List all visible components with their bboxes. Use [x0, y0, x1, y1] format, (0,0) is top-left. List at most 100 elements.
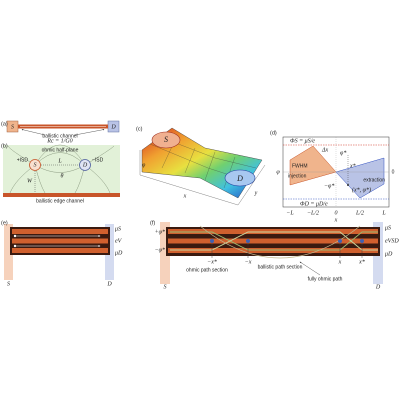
- panel-label: (b): [1, 143, 8, 149]
- panel-label: (f): [150, 220, 155, 226]
- drain-contact: [79, 159, 91, 171]
- panel-e: (e) S D μS eV μD: [1, 220, 123, 287]
- drain-label: D: [106, 281, 112, 287]
- mu-d: μD: [115, 250, 123, 256]
- mu-d: μD: [385, 251, 393, 257]
- phi-star: φ*: [340, 150, 346, 156]
- z-axis-label: φ: [142, 162, 146, 168]
- phi-s: ΦS = μS/e: [290, 138, 315, 144]
- x: x: [338, 259, 342, 265]
- source-label: S: [164, 135, 168, 144]
- field-line: [34, 144, 86, 166]
- panel-f: (f) +φ* −φ* μS eVSD μD −x* −x x x* ohmic…: [150, 220, 399, 290]
- ev: eV: [115, 238, 123, 244]
- neg-x: −x: [245, 259, 252, 265]
- stripe: [12, 248, 108, 253]
- delta-x: Δx: [321, 147, 329, 153]
- neg-x-star: −x*: [207, 259, 217, 265]
- contact-dot: [210, 239, 214, 243]
- stripe: [168, 238, 378, 244]
- mu-s: μS: [115, 226, 121, 232]
- drain-label: D: [82, 162, 88, 168]
- source-label: S: [11, 124, 14, 130]
- length-label: L: [57, 158, 62, 164]
- extraction: extraction: [363, 177, 385, 183]
- drain-label: D: [375, 284, 381, 290]
- width-label: W: [27, 178, 33, 184]
- injection-region: [289, 145, 337, 186]
- arrow: [74, 128, 105, 136]
- pos-phi: +φ*: [155, 229, 165, 235]
- source-label: S: [34, 162, 37, 168]
- path-lower: [170, 231, 378, 251]
- x-axis-label: x: [334, 217, 338, 223]
- contact-dot: [360, 239, 364, 243]
- panel-label: (a): [1, 121, 8, 127]
- mu-s: μS: [385, 225, 391, 231]
- mesh-line: [184, 147, 196, 174]
- x-tick-label: 0: [335, 210, 338, 216]
- path-upper: [170, 231, 378, 251]
- y-axis-label: φ: [276, 169, 280, 175]
- stripe: [168, 248, 378, 253]
- x-star: x*: [358, 259, 365, 265]
- ohmic-label: ohmic path section: [186, 267, 228, 273]
- drain-dip: [224, 169, 256, 187]
- ohmic-region: [3, 145, 120, 193]
- edge-channel: [3, 193, 120, 197]
- dot: [13, 234, 17, 238]
- point-label: (x*, φ*): [352, 186, 371, 193]
- arrow: [21, 129, 46, 136]
- stripe: [12, 238, 108, 244]
- x-tick-label: −L/2: [307, 210, 319, 216]
- drain-label: D: [110, 124, 116, 130]
- contact-dot: [246, 239, 250, 243]
- panel-c: (c) S D φ x y: [136, 126, 266, 206]
- neg-phi: −φ*: [155, 247, 165, 253]
- arrow: [299, 261, 321, 276]
- axes-box: [139, 150, 266, 206]
- x-star: x*: [349, 163, 356, 169]
- ev: eVSD: [385, 238, 399, 244]
- panel-label: (c): [136, 126, 143, 132]
- neg-phi-star: −φ*: [324, 183, 334, 189]
- source-contact: [29, 159, 41, 171]
- right-tick-label: 0: [392, 169, 395, 175]
- panel-label: (d): [270, 130, 277, 136]
- source-bump: [151, 131, 181, 149]
- x-tick-label: L: [381, 210, 386, 216]
- y-axis-label: y: [254, 190, 258, 196]
- phi-d: ΦD = μD/e: [300, 201, 328, 207]
- source-column: [4, 224, 13, 280]
- caption: ballistic channel: [42, 133, 77, 139]
- edge-label: ballistic edge channel: [36, 198, 84, 204]
- source-label: S: [164, 284, 167, 290]
- angle-label: θ: [61, 173, 64, 179]
- panel-d: (d) ΦS = μS/e ΦD = μD/e FWHM injection e…: [270, 130, 395, 223]
- mesh-line: [204, 151, 216, 181]
- panel-label: (e): [1, 220, 8, 226]
- source-label: S: [7, 281, 10, 287]
- resistance: Rc = 1/G0: [46, 138, 72, 144]
- x-tick-label: L/2: [355, 210, 364, 216]
- fwhm: FWHM: [292, 163, 308, 169]
- current-in: +ISD: [17, 157, 29, 163]
- panel-a: (a) S D ballistic channel: [1, 120, 120, 139]
- injection: injection: [288, 173, 307, 179]
- region-label: ohmic half-plane: [42, 147, 79, 153]
- stripe: [12, 229, 108, 234]
- contact-dot: [338, 239, 342, 243]
- x-axis-label: x: [183, 193, 187, 199]
- ballistic-label: ballistic path section: [258, 264, 303, 270]
- source-column: [160, 222, 170, 284]
- drain-label: D: [236, 174, 243, 183]
- panel-b: (b) Rc = 1/G0 ohmic half-plane S D +ISD …: [1, 138, 120, 204]
- x-tick-label: −L: [286, 210, 294, 216]
- current-out: −ISD: [92, 157, 104, 163]
- extraction-region: [335, 157, 385, 199]
- point: [347, 184, 349, 186]
- stripe: [168, 229, 378, 234]
- fully-ohmic-label: fully ohmic path: [308, 276, 343, 282]
